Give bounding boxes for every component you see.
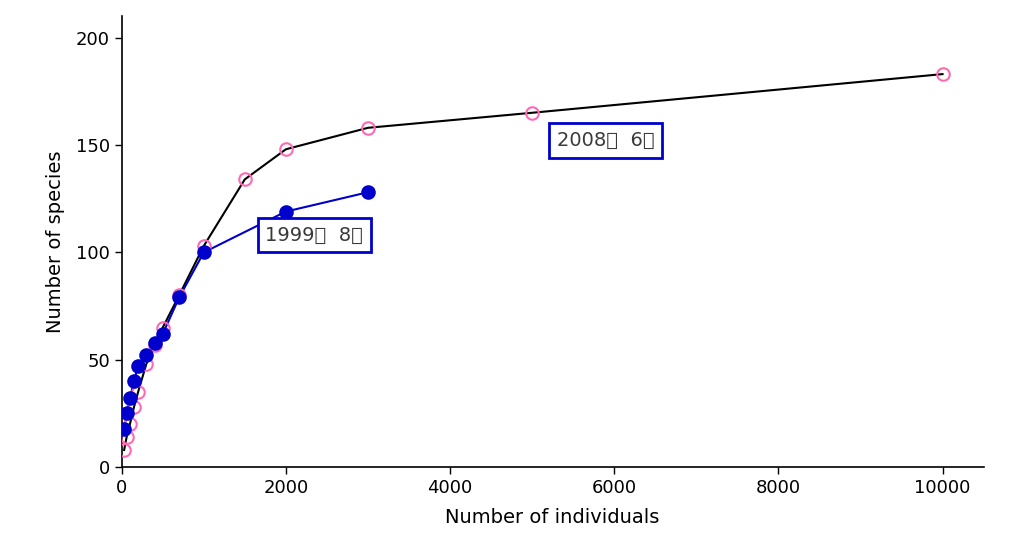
Y-axis label: Number of species: Number of species — [46, 150, 65, 333]
X-axis label: Number of individuals: Number of individuals — [445, 508, 660, 527]
Text: 2008년  6월: 2008년 6월 — [557, 131, 654, 150]
Text: 1999년  8월: 1999년 8월 — [266, 226, 363, 245]
